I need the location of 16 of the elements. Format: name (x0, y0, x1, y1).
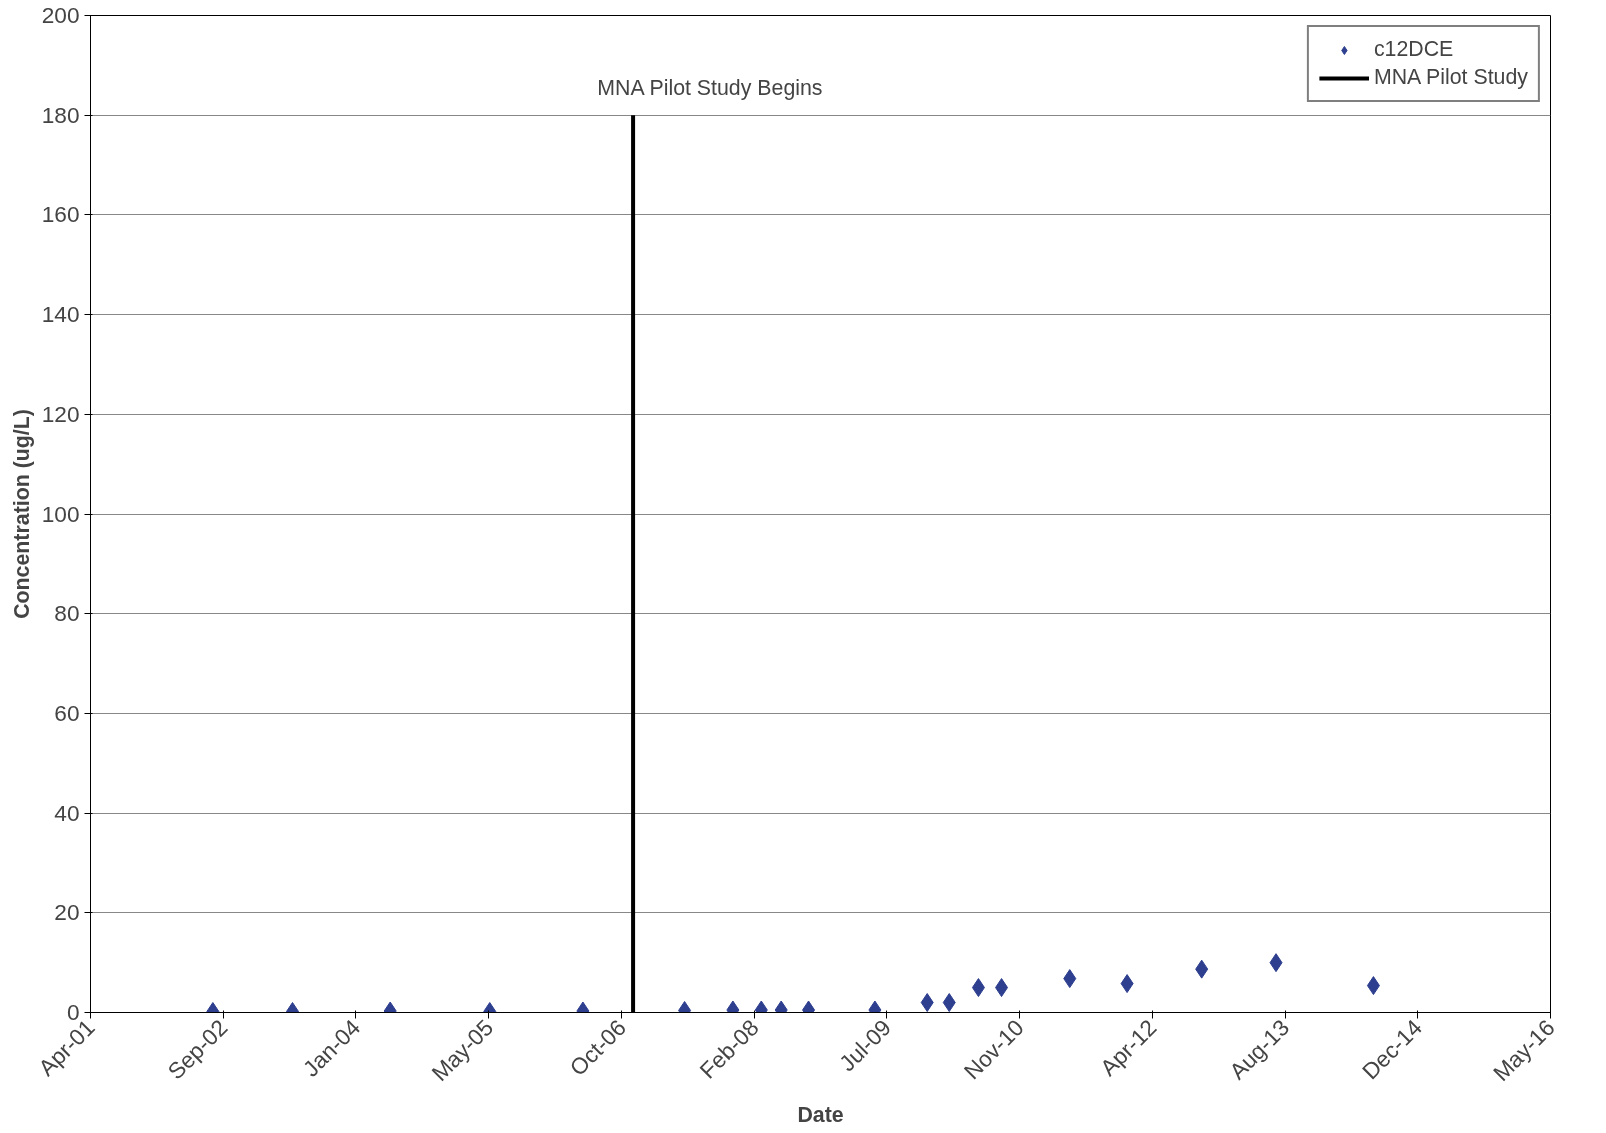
y-tick-label: 120 (41, 400, 80, 427)
y-tick-label: 160 (41, 201, 80, 228)
x-axis-title: Date (797, 1103, 844, 1128)
y-tick-label: 60 (54, 699, 80, 726)
legend-label: c12DCE (1373, 37, 1455, 62)
y-tick-label: 180 (41, 101, 80, 128)
y-tick-label: 100 (41, 500, 80, 527)
y-tick-label: 140 (41, 301, 80, 328)
y-tick-label: 80 (54, 600, 80, 627)
y-tick-label: 40 (54, 799, 80, 826)
y-tick-label: 200 (41, 2, 80, 28)
legend-label: MNA Pilot Study (1373, 65, 1528, 90)
y-axis-title: Concentration (ug/L) (9, 409, 34, 619)
annotation: MNA Pilot Study Begins (597, 75, 823, 100)
y-tick-label: 20 (54, 899, 80, 926)
y-tick-label: 0 (66, 999, 80, 1025)
